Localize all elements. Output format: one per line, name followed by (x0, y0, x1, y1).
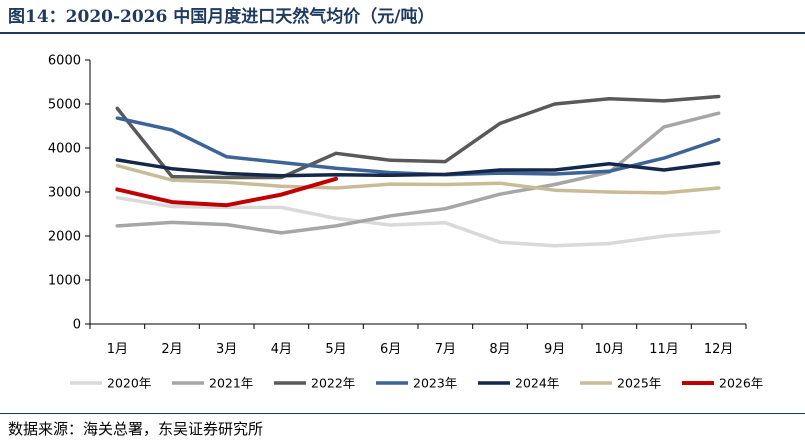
y-tick-label: 6000 (48, 54, 81, 69)
legend-label: 2026年 (719, 376, 763, 391)
title-divider (0, 32, 805, 34)
y-tick-label: 5000 (48, 98, 81, 113)
x-tick-label: 3月 (216, 342, 237, 357)
x-tick-label: 1月 (107, 342, 128, 357)
x-tick-label: 4月 (271, 342, 292, 357)
x-axis: 1月 2月 3月 4月 5月 6月 7月 8月 9月 10月 11月 12月 (89, 323, 747, 357)
legend-label: 2021年 (209, 376, 253, 391)
chart-title: 图14：2020-2026 中国月度进口天然气均价（元/吨） (8, 7, 435, 27)
y-axis: 0 1000 2000 3000 4000 5000 6000 (48, 54, 91, 333)
x-tick-label: 12月 (704, 342, 734, 357)
x-tick-label: 9月 (544, 342, 565, 357)
legend-label: 2025年 (617, 376, 661, 391)
legend: 2020年 2021年 2022年 2023年 2024年 2025年 2026年 (70, 376, 763, 391)
legend-label: 2024年 (515, 376, 559, 391)
y-tick-label: 4000 (48, 142, 81, 157)
series-line-2025 (115, 163, 721, 195)
x-tick-label: 10月 (595, 342, 625, 357)
line-chart: 0 1000 2000 3000 4000 5000 6000 1月 2月 3月 4月 5月 6月 7月… (48, 54, 763, 391)
x-tick-label: 5月 (325, 342, 346, 357)
source-note: 数据来源：海关总署，东吴证券研究所 (8, 420, 264, 438)
y-tick-label: 3000 (48, 186, 81, 201)
y-tick-label: 1000 (48, 274, 81, 289)
x-tick-label: 7月 (435, 342, 456, 357)
x-tick-label: 11月 (649, 342, 679, 357)
x-tick-label: 8月 (489, 342, 510, 357)
series-line-2026 (115, 176, 338, 208)
x-tick-label: 2月 (161, 342, 182, 357)
legend-label: 2020年 (107, 376, 151, 391)
legend-label: 2022年 (311, 376, 355, 391)
series-line-2022 (115, 94, 721, 180)
series-lines (115, 94, 721, 248)
series-line-2024 (115, 158, 721, 178)
source-divider (0, 413, 805, 414)
x-tick-label: 6月 (380, 342, 401, 357)
y-tick-label: 0 (73, 318, 81, 333)
legend-label: 2023年 (413, 376, 457, 391)
y-tick-label: 2000 (48, 230, 81, 245)
series-line-2020 (115, 195, 721, 248)
